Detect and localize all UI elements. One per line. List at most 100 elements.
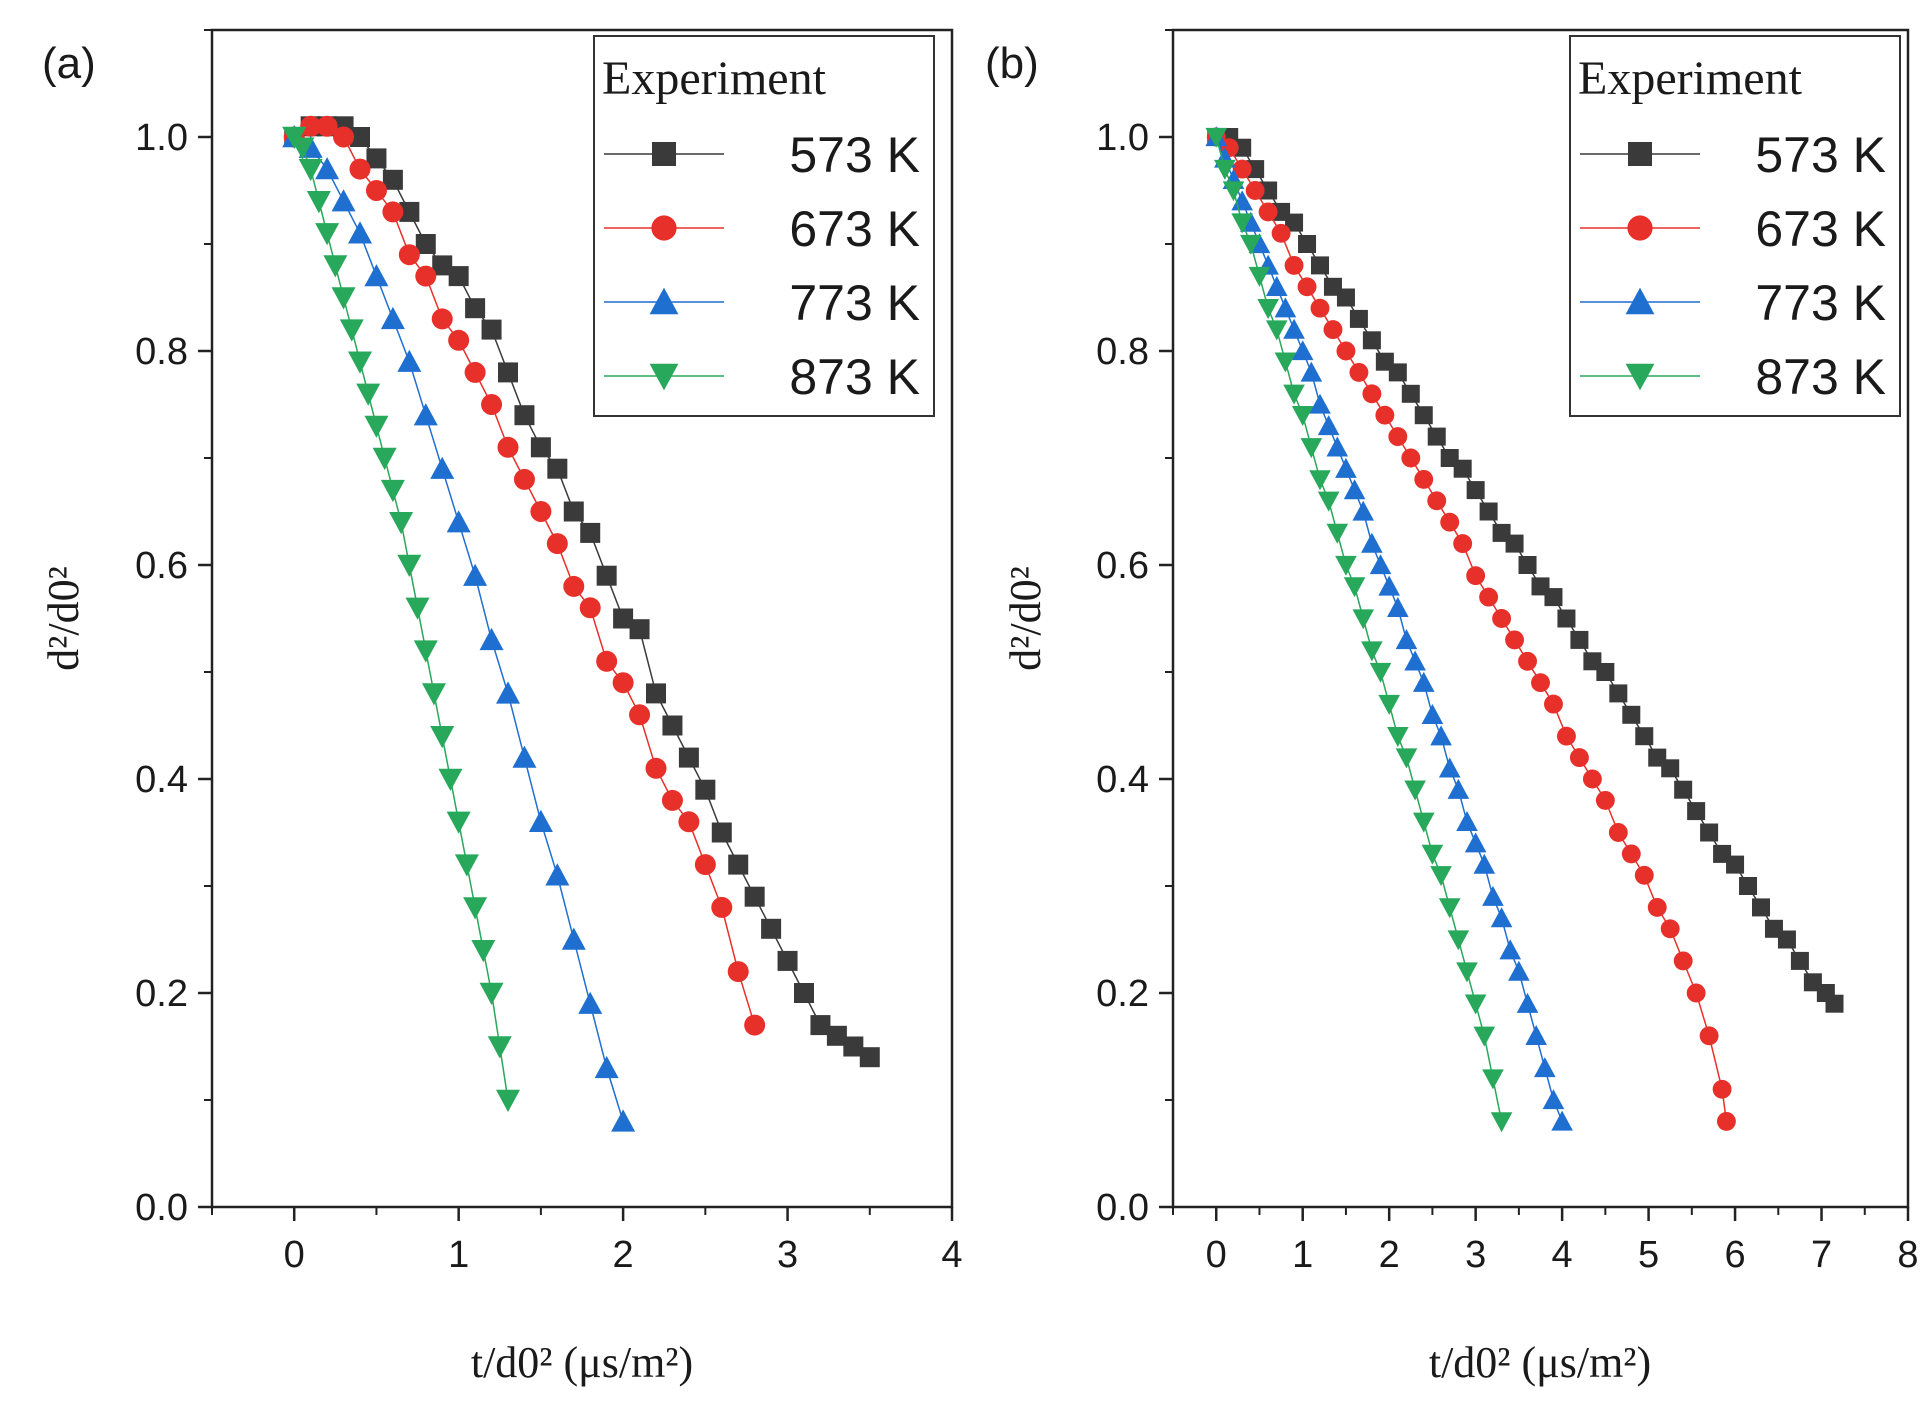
data-point xyxy=(1482,885,1504,906)
legend-marker xyxy=(1627,215,1653,241)
data-point xyxy=(1499,939,1522,960)
plot-frame xyxy=(210,28,954,1209)
data-point xyxy=(563,501,584,522)
data-point xyxy=(530,437,551,458)
data-point xyxy=(1259,181,1278,200)
data-point xyxy=(1336,288,1355,307)
data-point xyxy=(464,361,486,383)
panel-label: (b) xyxy=(985,39,1039,88)
data-point xyxy=(1752,898,1770,917)
y-tick-label: 0.8 xyxy=(135,331,188,373)
data-point xyxy=(430,456,455,479)
data-point xyxy=(432,255,453,276)
data-point xyxy=(794,983,814,1003)
chart-panel-a: 0 1 2 3 4 0.0 0.2 0.4 0.6 0.8 1.0 (a) d²/d0² t/d0² (μ… xyxy=(39,28,963,1387)
legend-label: 873 K xyxy=(1755,349,1886,405)
data-point xyxy=(315,157,340,180)
data-point xyxy=(661,789,683,811)
data-point xyxy=(331,287,356,310)
data-point xyxy=(1257,299,1279,319)
data-point xyxy=(1608,823,1628,842)
legend-marker xyxy=(1628,142,1652,166)
x-tick-label: 1 xyxy=(448,1234,469,1276)
data-point xyxy=(629,704,651,726)
data-point xyxy=(431,308,453,330)
data-point xyxy=(1479,587,1499,607)
y-tick-label: 0.0 xyxy=(1096,1187,1149,1229)
data-point xyxy=(1265,276,1288,296)
data-point xyxy=(479,982,504,1005)
data-point xyxy=(398,244,420,266)
data-point xyxy=(580,522,601,543)
data-point xyxy=(1326,523,1349,544)
data-point xyxy=(1739,877,1758,895)
data-point xyxy=(471,940,496,963)
series-573-K xyxy=(1207,128,1844,1013)
data-point xyxy=(1248,266,1271,287)
data-point xyxy=(678,747,699,768)
legend-marker xyxy=(652,142,676,166)
chart-panel-b: 0 1 2 3 4 5 6 7 8 0.0 0.2 0.4 0.6 0.8 1.0 (b) d²/d0² t/d0… xyxy=(985,28,1919,1387)
data-point xyxy=(1479,502,1498,521)
data-point xyxy=(1375,405,1395,425)
y-tick-label: 0.4 xyxy=(135,759,188,801)
data-point xyxy=(366,148,387,169)
data-point xyxy=(1300,438,1323,459)
data-point xyxy=(662,715,683,736)
data-point xyxy=(438,768,463,791)
data-point xyxy=(1310,298,1330,318)
data-point xyxy=(744,1014,766,1036)
y-axis-label: d²/d0² xyxy=(39,566,88,671)
data-point xyxy=(463,897,488,920)
data-point xyxy=(350,127,370,147)
data-point xyxy=(399,201,420,222)
data-point xyxy=(348,351,372,374)
data-point xyxy=(413,403,438,426)
data-point xyxy=(1453,459,1472,478)
data-point xyxy=(1634,865,1654,885)
data-point xyxy=(382,169,403,190)
data-point xyxy=(843,1036,864,1057)
data-point xyxy=(561,927,586,950)
legend-box xyxy=(1569,35,1901,417)
data-point xyxy=(695,779,716,800)
data-point xyxy=(331,189,356,212)
data-point xyxy=(1271,223,1291,243)
data-point xyxy=(1453,534,1473,554)
data-point xyxy=(1825,994,1844,1013)
data-point xyxy=(728,854,749,875)
data-point xyxy=(1214,159,1236,180)
data-point xyxy=(711,822,732,843)
data-point xyxy=(1660,919,1680,939)
data-point xyxy=(1466,481,1485,500)
data-point xyxy=(1464,832,1487,853)
data-point xyxy=(1335,457,1357,478)
x-tick-label: 8 xyxy=(1897,1234,1918,1276)
data-point xyxy=(446,811,471,834)
data-point xyxy=(316,115,338,137)
data-point xyxy=(422,683,446,706)
data-point xyxy=(1323,320,1343,340)
data-point xyxy=(1274,352,1297,373)
x-tick-label: 5 xyxy=(1638,1234,1659,1276)
data-point xyxy=(810,1015,831,1036)
data-point xyxy=(1335,555,1357,576)
series-line xyxy=(1215,136,1563,1122)
data-point xyxy=(448,266,469,287)
legend-marker xyxy=(1625,363,1655,391)
data-point xyxy=(1395,748,1418,769)
data-point xyxy=(498,362,518,383)
data-point xyxy=(579,597,601,619)
data-point xyxy=(1421,844,1444,865)
data-point xyxy=(1525,1025,1547,1045)
data-point xyxy=(1317,491,1340,512)
data-point xyxy=(1687,802,1706,821)
data-point xyxy=(1246,160,1265,179)
data-point xyxy=(1361,532,1383,553)
data-point xyxy=(1790,951,1809,970)
data-point xyxy=(405,597,430,620)
legend-label: 873 K xyxy=(789,349,920,405)
data-point xyxy=(1712,1079,1732,1099)
data-point xyxy=(306,191,331,214)
data-point xyxy=(859,1047,880,1068)
